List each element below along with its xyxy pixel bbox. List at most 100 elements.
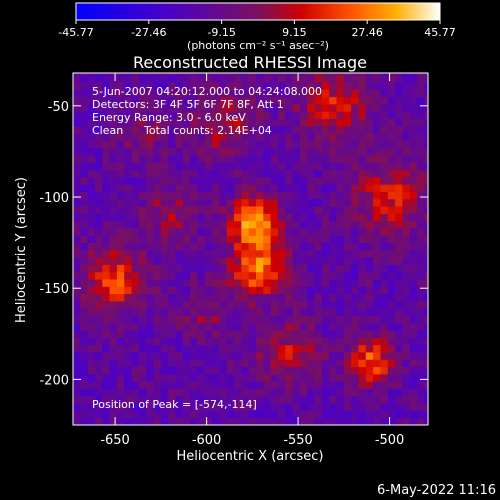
heatmap-cell xyxy=(277,140,286,149)
heatmap-cell xyxy=(109,403,118,411)
heatmap-cell xyxy=(131,89,140,98)
heatmap-cell xyxy=(351,279,359,287)
heatmap-cell xyxy=(417,308,425,316)
heatmap-cell xyxy=(102,155,110,163)
heatmap-cell xyxy=(365,417,374,425)
heatmap-cell xyxy=(285,381,293,389)
heatmap-cell xyxy=(102,147,110,156)
heatmap-cell xyxy=(409,74,418,83)
heatmap-cell xyxy=(153,96,162,105)
heatmap-cell xyxy=(80,366,89,375)
heatmap-cell xyxy=(321,381,330,389)
heatmap-cell xyxy=(241,417,250,425)
heatmap-cell xyxy=(204,220,213,229)
heatmap-cell xyxy=(358,257,367,265)
heatmap-cell xyxy=(87,118,96,127)
heatmap-cell xyxy=(204,147,213,156)
heatmap-cell xyxy=(299,330,308,338)
heatmap-cell xyxy=(373,198,381,207)
heatmap-cell xyxy=(424,308,428,316)
heatmap-cell xyxy=(270,322,279,331)
heatmap-cell xyxy=(226,359,235,368)
heatmap-cell xyxy=(380,96,389,105)
heatmap-cell xyxy=(146,373,154,382)
heatmap-cell xyxy=(424,228,428,236)
heatmap-cell xyxy=(329,206,337,214)
heatmap-cell xyxy=(80,191,89,200)
heatmap-cell xyxy=(190,74,198,83)
heatmap-cell xyxy=(343,308,352,316)
heatmap-cell xyxy=(204,271,213,280)
heatmap-cell xyxy=(395,264,403,273)
heatmap-cell xyxy=(138,155,147,163)
heatmap-cell xyxy=(380,169,389,178)
heatmap-cell xyxy=(277,381,286,389)
heatmap-cell xyxy=(387,417,396,425)
heatmap-cell xyxy=(131,359,140,368)
heatmap-cell xyxy=(241,73,250,76)
heatmap-cell xyxy=(197,395,206,404)
heatmap-cell xyxy=(351,147,359,156)
heatmap-cell xyxy=(124,359,132,368)
heatmap-cell xyxy=(94,155,103,163)
heatmap-cell xyxy=(336,133,345,141)
heatmap-cell xyxy=(424,96,428,105)
heatmap-cell xyxy=(87,300,96,309)
heatmap-cell xyxy=(138,82,147,90)
heatmap-cell xyxy=(321,147,330,156)
heatmap-cell xyxy=(277,264,286,273)
heatmap-cell xyxy=(380,228,389,236)
heatmap-cell xyxy=(109,395,118,404)
heatmap-cell xyxy=(138,359,147,368)
heatmap-cell xyxy=(402,104,411,112)
heatmap-cell xyxy=(73,300,81,309)
heatmap-cell xyxy=(116,228,125,236)
heatmap-cell xyxy=(160,74,169,83)
heatmap-cell xyxy=(248,169,257,178)
heatmap-cell xyxy=(226,271,235,280)
heatmap-cell xyxy=(94,315,103,324)
heatmap-cell xyxy=(175,300,184,309)
heatmap-cell xyxy=(255,410,264,419)
heatmap-cell xyxy=(73,198,81,207)
heatmap-cell xyxy=(73,96,81,105)
heatmap-cell xyxy=(314,373,323,382)
heatmap-cell xyxy=(285,395,293,404)
heatmap-cell xyxy=(168,271,176,280)
heatmap-cell xyxy=(424,315,428,324)
heatmap-cell xyxy=(358,403,367,411)
heatmap-cell xyxy=(212,337,220,346)
heatmap-cell xyxy=(285,213,293,222)
heatmap-cell xyxy=(365,410,374,419)
heatmap-cell xyxy=(212,235,220,244)
heatmap-cell xyxy=(241,242,250,251)
heatmap-cell xyxy=(358,279,367,287)
x-tick-label: -600 xyxy=(192,433,222,448)
heatmap-cell xyxy=(131,300,140,309)
heatmap-cell xyxy=(402,191,411,200)
heatmap-cell xyxy=(146,147,154,156)
heatmap-cell xyxy=(248,293,257,302)
heatmap-cell xyxy=(270,403,279,411)
heatmap-cell xyxy=(241,235,250,244)
heatmap-cell xyxy=(307,111,315,119)
heatmap-cell xyxy=(168,249,176,258)
heatmap-cell xyxy=(351,271,359,280)
heatmap-cell xyxy=(94,344,103,353)
heatmap-cell xyxy=(248,271,257,280)
heatmap-cell xyxy=(219,228,228,236)
heatmap-cell xyxy=(409,155,418,163)
heatmap-cell xyxy=(321,73,330,76)
heatmap-cell xyxy=(109,410,118,419)
heatmap-cell xyxy=(226,381,235,389)
heatmap-cell xyxy=(380,315,389,324)
heatmap-cell xyxy=(351,89,359,98)
heatmap-cell xyxy=(343,352,352,360)
heatmap-cell xyxy=(175,125,184,134)
heatmap-cell xyxy=(307,191,315,200)
heatmap-cell xyxy=(321,155,330,163)
heatmap-cell xyxy=(263,133,272,141)
heatmap-cell xyxy=(292,366,301,375)
heatmap-cell xyxy=(277,257,286,265)
heatmap-cell xyxy=(190,73,198,76)
